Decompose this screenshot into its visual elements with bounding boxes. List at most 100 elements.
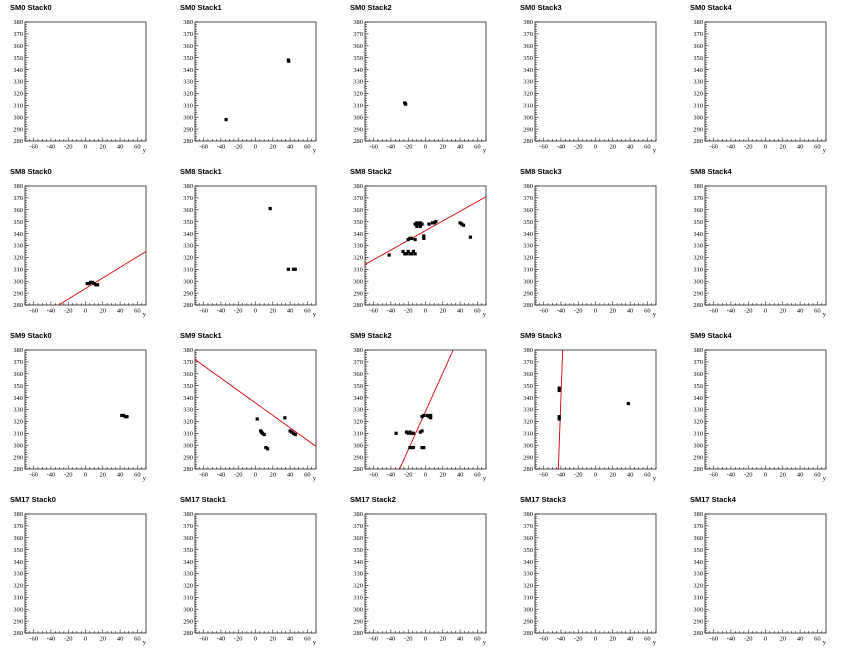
y-tick-label: 280	[13, 302, 23, 309]
data-point	[123, 415, 127, 419]
y-tick-label: 300	[183, 442, 193, 449]
y-tick-label: 280	[693, 138, 703, 145]
x-tick-label: -40	[727, 472, 736, 479]
y-tick-label: 280	[353, 466, 363, 473]
y-tick-label: 370	[183, 523, 193, 530]
data-point	[291, 267, 296, 271]
data-point	[422, 413, 426, 418]
data-point	[287, 59, 291, 63]
data-point	[266, 447, 270, 451]
y-tick-label: 300	[353, 606, 363, 613]
data-point	[420, 222, 424, 226]
data-point	[404, 252, 409, 256]
x-tick-label: 0	[84, 308, 87, 315]
x-tick-label: 40	[287, 144, 294, 151]
y-tick-label: 300	[183, 606, 193, 613]
x-tick-label: 60	[814, 144, 821, 151]
data-point	[460, 222, 464, 226]
plot-frame	[24, 185, 147, 306]
x-axis-title: y	[313, 147, 317, 154]
x-axis-title: y	[823, 475, 827, 482]
x-tick-label: 0	[764, 472, 767, 479]
x-tick-label: 20	[270, 636, 277, 643]
y-tick-label: 300	[523, 114, 533, 121]
y-tick-label: 290	[523, 290, 533, 297]
x-tick-label: -20	[64, 144, 73, 151]
x-tick-label: 60	[474, 472, 481, 479]
x-tick-label: 0	[594, 144, 597, 151]
x-tick-label: -20	[64, 636, 73, 643]
y-tick-label: 280	[353, 138, 363, 145]
y-tick-label: 340	[523, 559, 533, 566]
x-tick-label: 60	[474, 636, 481, 643]
y-tick-label: 360	[353, 43, 363, 50]
data-point	[413, 222, 417, 226]
y-tick-label: 300	[693, 442, 703, 449]
data-point	[403, 252, 407, 256]
data-point	[96, 283, 100, 287]
y-tick-label: 360	[693, 535, 703, 542]
y-tick-label: 290	[183, 618, 193, 625]
panel-15: SM17 Stack0 280 290 300 310 320 330 340 350 360 37…	[10, 495, 147, 646]
y-tick-label: 310	[13, 267, 23, 274]
data-point	[413, 252, 417, 256]
data-point	[121, 413, 126, 418]
y-tick-label: 370	[353, 359, 363, 366]
y-tick-label: 380	[353, 183, 363, 190]
y-tick-label: 310	[693, 267, 703, 274]
panel-title: SM17 Stack2	[350, 495, 396, 504]
x-tick-label: 60	[814, 636, 821, 643]
data-point	[293, 432, 297, 437]
y-tick-label: 310	[353, 103, 363, 110]
x-tick-label: 40	[457, 308, 464, 315]
x-tick-label: 20	[440, 144, 447, 151]
panel-2: SM0 Stack2 280 290 300 310 320 330 340 350 360 370…	[350, 3, 487, 154]
y-tick-label: 340	[523, 231, 533, 238]
x-tick-label: -60	[539, 472, 548, 479]
data-point	[406, 237, 410, 242]
data-point	[89, 280, 93, 284]
plot-frame	[24, 349, 147, 470]
x-tick-label: 60	[134, 636, 141, 643]
y-tick-label: 330	[523, 571, 533, 578]
data-point	[283, 416, 287, 420]
x-tick-label: 20	[610, 636, 617, 643]
y-tick-label: 380	[353, 347, 363, 354]
y-tick-label: 320	[13, 255, 23, 262]
y-tick-label: 350	[693, 219, 703, 226]
x-tick-label: -60	[709, 308, 718, 315]
x-tick-label: -20	[574, 636, 583, 643]
y-tick-label: 360	[183, 43, 193, 50]
x-tick-label: 20	[780, 636, 787, 643]
y-tick-label: 380	[183, 183, 193, 190]
y-tick-label: 350	[523, 547, 533, 554]
y-tick-label: 350	[353, 383, 363, 390]
y-tick-label: 310	[693, 595, 703, 602]
x-tick-label: 0	[764, 144, 767, 151]
x-axis-title: y	[143, 475, 147, 482]
x-tick-label: 60	[134, 308, 141, 315]
x-tick-label: 20	[440, 472, 447, 479]
data-point	[408, 445, 412, 450]
y-tick-label: 370	[693, 195, 703, 202]
y-tick-label: 360	[353, 207, 363, 214]
y-tick-label: 300	[183, 114, 193, 121]
y-tick-label: 280	[693, 466, 703, 473]
x-tick-label: -20	[574, 308, 583, 315]
y-tick-label: 280	[693, 302, 703, 309]
x-tick-label: 60	[134, 144, 141, 151]
x-tick-label: -40	[217, 308, 226, 315]
y-tick-label: 300	[693, 278, 703, 285]
data-point	[420, 429, 424, 433]
x-tick-label: 0	[424, 144, 427, 151]
y-tick-label: 280	[183, 630, 193, 637]
x-tick-label: 60	[304, 308, 311, 315]
plot-frame	[194, 185, 317, 306]
y-tick-label: 330	[523, 79, 533, 86]
data-point	[262, 432, 266, 437]
data-point	[224, 117, 228, 122]
y-tick-label: 370	[183, 31, 193, 38]
x-tick-label: 20	[610, 472, 617, 479]
data-point	[434, 220, 438, 224]
y-tick-label: 360	[13, 43, 23, 50]
